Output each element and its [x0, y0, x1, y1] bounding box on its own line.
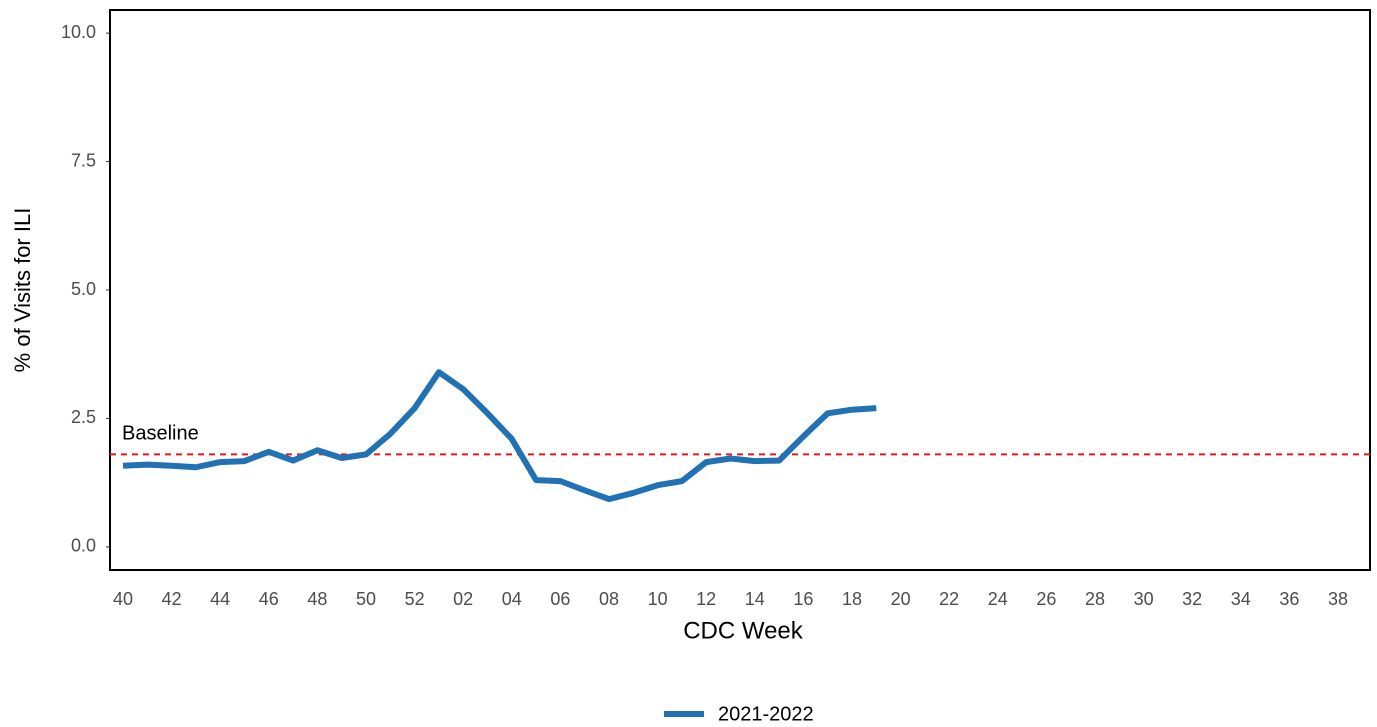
x-tick-label: 50 — [356, 589, 376, 609]
x-tick-label: 14 — [745, 589, 765, 609]
y-tick-label: 10.0 — [61, 22, 96, 42]
x-tick-label: 24 — [988, 589, 1008, 609]
x-tick-label: 16 — [793, 589, 813, 609]
x-tick-label: 06 — [550, 589, 570, 609]
x-tick-label: 26 — [1036, 589, 1056, 609]
y-tick-label: 5.0 — [71, 279, 96, 299]
x-tick-label: 12 — [696, 589, 716, 609]
x-tick-label: 42 — [162, 589, 182, 609]
x-axis-title: CDC Week — [683, 617, 804, 644]
y-axis-title: % of Visits for ILI — [10, 208, 35, 373]
x-tick-label: 20 — [891, 589, 911, 609]
x-tick-label: 34 — [1231, 589, 1251, 609]
x-tick-label: 04 — [502, 589, 522, 609]
baseline-label: Baseline — [122, 423, 199, 445]
x-tick-label: 18 — [842, 589, 862, 609]
x-tick-label: 02 — [453, 589, 473, 609]
y-tick-label: 2.5 — [71, 407, 96, 427]
x-tick-label: 30 — [1134, 589, 1154, 609]
x-tick-label: 32 — [1182, 589, 1202, 609]
x-tick-label: 28 — [1085, 589, 1105, 609]
x-tick-label: 48 — [307, 589, 327, 609]
x-tick-label: 44 — [210, 589, 230, 609]
x-tick-label: 36 — [1279, 589, 1299, 609]
x-tick-label: 10 — [648, 589, 668, 609]
legend-label: 2021-2022 — [718, 703, 814, 725]
plot-frame — [109, 9, 1371, 571]
x-tick-label: 38 — [1328, 589, 1348, 609]
y-tick-label: 0.0 — [71, 536, 96, 556]
x-tick-label: 08 — [599, 589, 619, 609]
x-tick-label: 40 — [113, 589, 133, 609]
x-tick-label: 22 — [939, 589, 959, 609]
x-tick-label: 46 — [259, 589, 279, 609]
series-line — [122, 369, 877, 503]
y-tick-label: 7.5 — [71, 150, 96, 170]
x-tick-label: 52 — [405, 589, 425, 609]
